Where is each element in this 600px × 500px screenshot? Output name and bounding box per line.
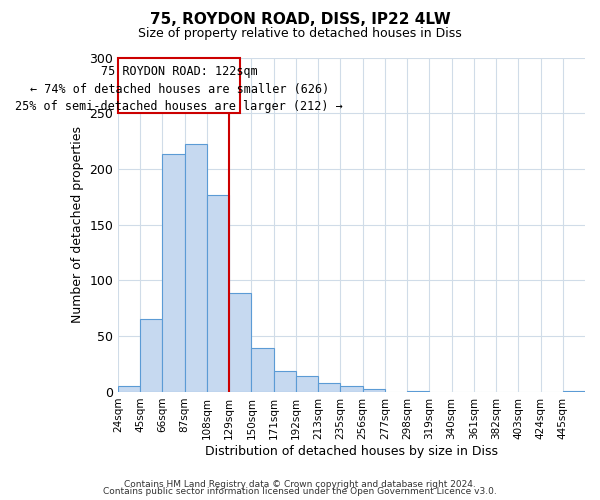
Bar: [407, 391, 430, 392]
Bar: [340, 386, 362, 392]
Bar: [318, 383, 340, 392]
Bar: [163, 154, 185, 392]
Text: ← 74% of detached houses are smaller (626): ← 74% of detached houses are smaller (62…: [29, 82, 329, 96]
Text: Contains HM Land Registry data © Crown copyright and database right 2024.: Contains HM Land Registry data © Crown c…: [124, 480, 476, 489]
Text: 75, ROYDON ROAD, DISS, IP22 4LW: 75, ROYDON ROAD, DISS, IP22 4LW: [149, 12, 451, 28]
Text: 75 ROYDON ROAD: 122sqm: 75 ROYDON ROAD: 122sqm: [101, 65, 257, 78]
Bar: [251, 348, 274, 392]
Bar: [207, 194, 229, 392]
Text: Size of property relative to detached houses in Diss: Size of property relative to detached ho…: [138, 28, 462, 40]
Text: Contains public sector information licensed under the Open Government Licence v3: Contains public sector information licen…: [103, 488, 497, 496]
Bar: [118, 386, 140, 392]
Bar: [229, 292, 251, 392]
Bar: [563, 391, 585, 392]
Text: 25% of semi-detached houses are larger (212) →: 25% of semi-detached houses are larger (…: [15, 100, 343, 113]
Y-axis label: Number of detached properties: Number of detached properties: [71, 126, 83, 323]
Bar: [274, 371, 296, 392]
Bar: [185, 144, 207, 392]
X-axis label: Distribution of detached houses by size in Diss: Distribution of detached houses by size …: [205, 444, 498, 458]
Bar: [140, 320, 163, 392]
FancyBboxPatch shape: [118, 58, 240, 113]
Bar: [362, 388, 385, 392]
Bar: [296, 376, 318, 392]
